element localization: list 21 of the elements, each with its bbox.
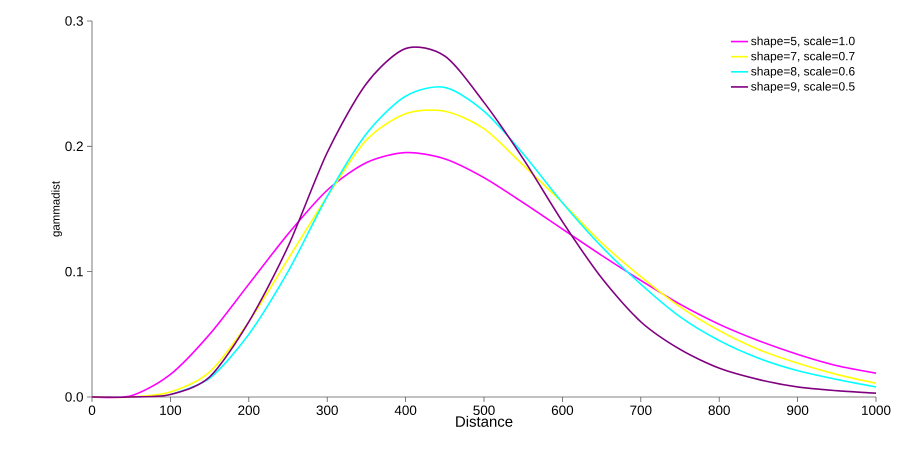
x-axis-title: Distance — [456, 416, 512, 427]
x-tick-label: 400 — [394, 406, 416, 416]
y-axis-title: gammadist — [51, 181, 62, 237]
x-tick-label: 900 — [787, 406, 808, 416]
x-tick-label: 500 — [473, 406, 495, 416]
y-tick-label: 0.3 — [65, 16, 83, 26]
legend-label: shape=7, scale=0.7 — [751, 52, 855, 63]
legend-label: shape=5, scale=1.0 — [751, 36, 855, 48]
x-tick-label: 100 — [160, 406, 182, 416]
x-tick-label: 600 — [552, 406, 574, 416]
x-tick-label: 0 — [88, 406, 96, 416]
legend-label: shape=8, scale=0.6 — [751, 66, 855, 78]
y-tick-label: 0.2 — [65, 142, 83, 152]
x-tick-label: 200 — [238, 406, 260, 416]
x-tick-label: 1000 — [862, 406, 890, 416]
x-tick-label: 800 — [708, 406, 730, 416]
y-tick-label: 0.0 — [65, 392, 83, 402]
x-tick-label: 300 — [316, 406, 338, 416]
legend-label: shape=9, scale=0.5 — [751, 82, 855, 94]
y-tick-label: 0.1 — [65, 266, 83, 276]
x-tick-label: 700 — [630, 406, 652, 416]
